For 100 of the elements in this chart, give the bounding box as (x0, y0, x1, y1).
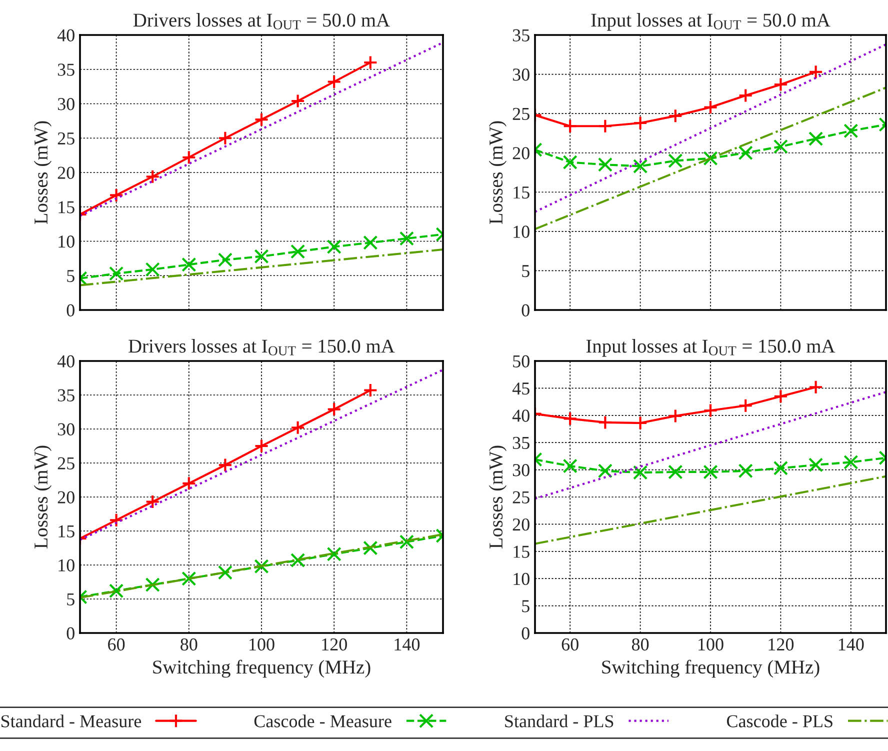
y-tick-label: 15 (58, 525, 74, 538)
point (254, 112, 269, 127)
point (182, 476, 196, 491)
x-tick-label: 60 (108, 638, 125, 651)
point (145, 494, 160, 510)
x-tick-label: 80 (180, 638, 198, 651)
point (182, 571, 196, 586)
point (562, 154, 578, 170)
y-tick-label: 0 (66, 627, 74, 640)
point (218, 458, 232, 472)
point (254, 249, 269, 264)
point (738, 398, 753, 413)
point (399, 534, 414, 550)
chart-title: Input losses at I$_{OUT}$ = 150.0 mA (586, 339, 836, 357)
point (808, 64, 824, 80)
point (363, 55, 378, 70)
point (145, 169, 160, 184)
y-tick-label: 40 (512, 410, 530, 422)
y-axis-title: Losses (mW) (34, 121, 52, 224)
y-tick-label: 25 (58, 457, 74, 470)
point (399, 231, 414, 246)
point (773, 460, 788, 476)
legend-label: Cascode - PLS (726, 714, 832, 728)
point (633, 116, 648, 130)
point (598, 157, 612, 172)
point (326, 546, 342, 562)
y-tick-label: 25 (512, 491, 530, 504)
y-tick-label: 5 (67, 270, 74, 282)
y-tick-label: 20 (512, 147, 530, 160)
y-tick-label: 15 (514, 546, 530, 558)
x-axis-title: Switching frequency (MHz) (602, 660, 820, 678)
point (738, 464, 753, 478)
y-axis-title: Losses (mW) (34, 446, 52, 549)
point (773, 139, 788, 154)
y-tick-label: 25 (512, 108, 530, 120)
point (290, 552, 306, 568)
point (363, 540, 378, 556)
point (562, 118, 578, 134)
point (326, 402, 342, 417)
point (326, 74, 342, 90)
legend-label: Standard - Measure (2, 714, 142, 728)
y-axis-title: Losses (mW) (488, 446, 507, 549)
y-tick-label: 35 (512, 436, 530, 450)
point (109, 266, 124, 281)
x-axis-title: Switching frequency (MHz) (153, 660, 370, 678)
x-tick-label: 120 (322, 638, 347, 651)
y-tick-label: 5 (522, 265, 530, 278)
point (109, 188, 124, 202)
point (363, 235, 378, 250)
point (598, 464, 612, 478)
legend-label: Cascode - Measure (254, 714, 392, 728)
y-tick-label: 30 (58, 423, 74, 436)
legend-label: Standard - PLS (505, 714, 614, 728)
point (182, 150, 196, 165)
y-axis-title: Losses (mW) (488, 121, 507, 224)
point (254, 559, 269, 574)
y-tick-label: 0 (66, 304, 74, 316)
y-tick-label: 20 (58, 491, 74, 504)
point (668, 153, 683, 168)
point (218, 130, 232, 146)
point (218, 565, 232, 580)
y-tick-label: 0 (522, 304, 530, 316)
point (773, 77, 788, 92)
point (182, 257, 196, 272)
point (145, 577, 160, 592)
point (668, 408, 683, 424)
point (844, 454, 858, 470)
y-tick-label: 50 (513, 355, 530, 368)
y-tick-label: 10 (514, 226, 530, 238)
y-tick-label: 35 (58, 389, 74, 402)
point (703, 100, 718, 115)
y-tick-label: 40 (57, 355, 74, 368)
point (703, 151, 718, 166)
point (109, 512, 124, 528)
chart-title: Input losses at I$_{OUT}$ = 50.0 mA (591, 13, 830, 31)
y-tick-label: 40 (57, 29, 74, 42)
point (562, 458, 578, 474)
x-tick-label: 80 (632, 638, 649, 651)
y-tick-label: 30 (58, 98, 74, 110)
point (598, 415, 612, 430)
y-tick-label: 35 (58, 64, 74, 76)
y-tick-label: 20 (512, 518, 530, 531)
point (738, 88, 753, 103)
point (145, 262, 160, 277)
point (808, 131, 824, 146)
point (703, 464, 718, 480)
y-tick-label: 10 (514, 572, 530, 586)
y-tick-label: 5 (67, 593, 74, 606)
x-tick-label: 100 (250, 638, 274, 651)
x-tick-label: 120 (768, 638, 794, 651)
y-tick-label: 25 (58, 132, 74, 145)
x-tick-label: 60 (562, 638, 578, 651)
point (844, 124, 858, 138)
y-tick-label: 35 (512, 29, 530, 42)
point (668, 464, 683, 480)
point (290, 420, 306, 435)
y-tick-label: 0 (522, 627, 530, 640)
y-tick-label: 15 (514, 186, 530, 199)
point (633, 465, 648, 480)
point (738, 146, 753, 160)
